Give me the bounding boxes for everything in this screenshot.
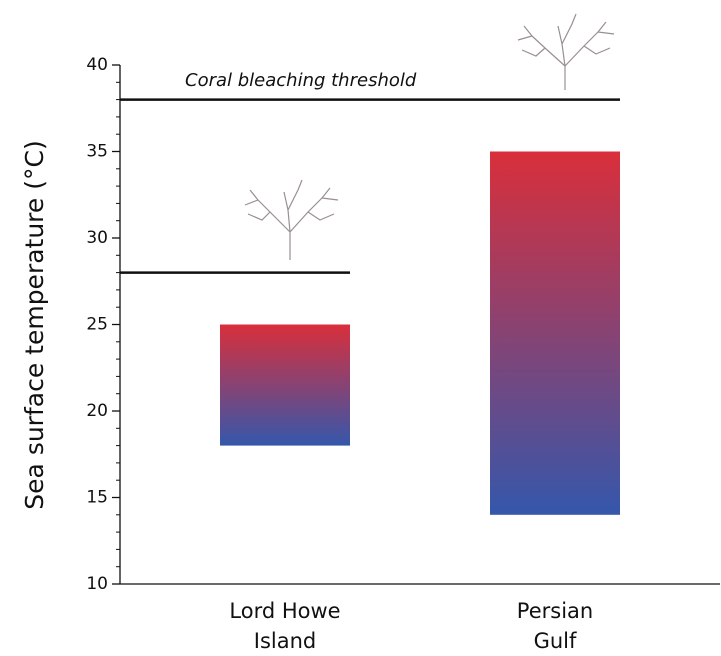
y-axis-label: Sea surface temperature (°C) bbox=[20, 140, 49, 509]
y-tick-label: 10 bbox=[86, 574, 108, 594]
chart: Sea surface temperature (°C) Coral bleac… bbox=[0, 0, 721, 655]
annotation: Coral bleaching threshold bbox=[185, 70, 417, 91]
y-tick-label: 30 bbox=[86, 228, 108, 248]
y-tick-label: 40 bbox=[86, 55, 108, 75]
y-tick-label: 20 bbox=[86, 401, 108, 421]
range-bar bbox=[220, 325, 350, 446]
y-tick-label: 35 bbox=[86, 142, 108, 162]
y-tick-label: 25 bbox=[86, 315, 108, 335]
page: {"chart_data": {"type": "range-bar", "y_… bbox=[0, 0, 721, 655]
y-tick-label: 15 bbox=[86, 488, 108, 508]
x-tick-label: Lord Howe Island bbox=[185, 596, 385, 656]
range-bar bbox=[490, 152, 620, 515]
x-tick-label: Persian Gulf bbox=[455, 596, 655, 656]
